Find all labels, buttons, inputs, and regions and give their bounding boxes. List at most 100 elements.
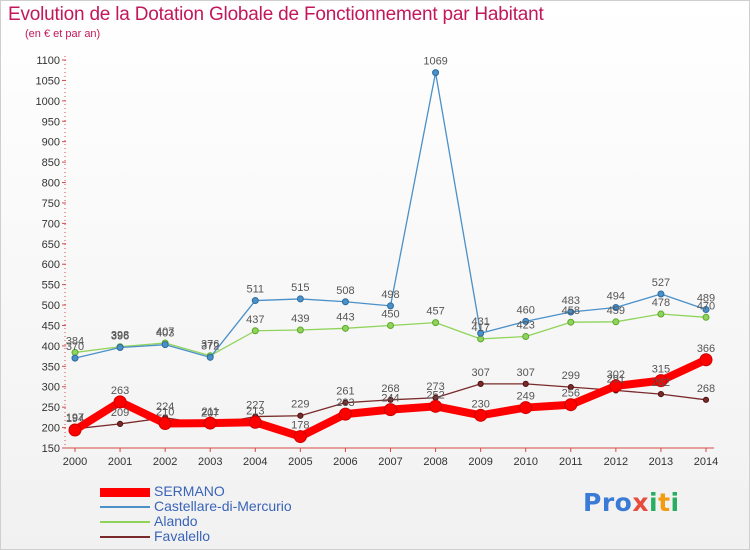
data-point-castellare — [71, 354, 79, 362]
legend-swatch-sermano — [100, 488, 150, 497]
data-label-favalello: 207 — [201, 408, 219, 420]
data-label-castellare: 511 — [247, 284, 265, 296]
data-point-sermano — [654, 374, 668, 388]
x-tick-label: 2000 — [63, 456, 87, 468]
data-label-favalello: 227 — [246, 400, 264, 412]
data-label-castellare: 508 — [336, 285, 354, 297]
data-label-sermano: 213 — [246, 405, 264, 417]
x-tick-label: 2010 — [513, 456, 537, 468]
data-label-alando: 439 — [291, 313, 309, 325]
data-point-sermano — [384, 403, 397, 417]
data-point-castellare — [702, 306, 710, 314]
data-point-castellare — [206, 353, 214, 361]
data-point-favalello — [702, 396, 710, 403]
data-point-sermano — [113, 395, 127, 409]
data-point-alando — [432, 319, 440, 327]
data-point-sermano — [338, 407, 352, 421]
chart-subtitle: (en € et par an) — [25, 28, 101, 40]
x-tick-label: 2008 — [423, 456, 447, 468]
data-label-alando: 376 — [201, 339, 219, 351]
data-point-castellare — [432, 69, 440, 77]
x-tick-label: 2007 — [378, 456, 402, 468]
data-label-alando: 459 — [607, 305, 625, 317]
data-label-alando: 470 — [697, 300, 715, 312]
data-label-alando: 443 — [336, 311, 354, 323]
data-point-alando — [612, 318, 620, 326]
data-label-favalello: 299 — [562, 370, 580, 382]
data-point-favalello — [297, 412, 304, 419]
x-tick-label: 2009 — [468, 456, 492, 468]
legend-label-sermano: SERMANO — [154, 483, 225, 499]
data-point-castellare — [477, 329, 485, 337]
legend-item-favalello[interactable]: Favalello — [100, 528, 360, 545]
data-point-alando — [657, 310, 665, 318]
data-point-favalello — [567, 384, 574, 391]
data-point-alando — [567, 318, 575, 326]
legend-swatch-alando — [100, 521, 150, 523]
logo-letter: o — [614, 488, 633, 517]
data-label-castellare: 396 — [111, 331, 129, 343]
data-label-castellare: 370 — [66, 341, 84, 353]
logo-letter: i — [670, 488, 680, 517]
legend-item-alando[interactable]: Alando — [100, 513, 360, 530]
data-point-alando — [477, 335, 485, 343]
data-label-castellare: 483 — [562, 295, 580, 307]
data-point-castellare — [657, 290, 665, 298]
data-point-castellare — [161, 341, 169, 349]
data-point-sermano — [519, 401, 533, 415]
data-point-alando — [251, 327, 259, 335]
data-label-alando: 407 — [156, 326, 174, 338]
y-tick-label: 650 — [42, 239, 60, 251]
x-tick-label: 2001 — [108, 456, 132, 468]
data-point-sermano — [203, 416, 217, 430]
data-label-favalello: 268 — [697, 383, 715, 395]
data-label-castellare: 527 — [652, 277, 670, 289]
data-label-favalello: 307 — [517, 367, 535, 379]
data-label-sermano: 233 — [336, 397, 354, 409]
legend-item-castellare[interactable]: Castellare-di-Mercurio — [100, 498, 360, 515]
data-label-castellare: 431 — [471, 316, 489, 328]
legend-label-favalello: Favalello — [154, 528, 211, 544]
y-tick-label: 600 — [42, 259, 60, 271]
data-point-favalello — [657, 390, 665, 398]
x-tick-label: 2005 — [288, 456, 312, 468]
y-tick-label: 450 — [42, 320, 60, 332]
legend-item-sermano[interactable]: SERMANO — [100, 483, 360, 500]
data-label-favalello: 224 — [156, 401, 174, 413]
data-point-sermano — [609, 379, 623, 393]
x-tick-label: 2002 — [153, 456, 177, 468]
data-label-favalello: 282 — [652, 377, 670, 389]
data-label-sermano: 252 — [426, 389, 444, 401]
data-label-favalello: 307 — [471, 367, 489, 379]
x-tick-label: 2004 — [243, 456, 267, 468]
y-tick-label: 1000 — [36, 96, 60, 108]
data-label-alando: 437 — [246, 314, 264, 326]
data-point-castellare — [387, 302, 394, 310]
data-point-sermano — [248, 415, 262, 429]
legend-label-castellare: Castellare-di-Mercurio — [154, 498, 292, 514]
data-label-favalello: 291 — [607, 373, 625, 385]
data-point-alando — [387, 321, 394, 329]
data-point-favalello — [387, 396, 394, 403]
data-label-alando: 457 — [426, 306, 444, 318]
data-point-sermano — [68, 423, 82, 437]
x-tick-label: 2013 — [649, 456, 673, 468]
data-point-sermano — [699, 353, 713, 367]
data-label-sermano: 210 — [156, 406, 174, 418]
data-label-favalello: 197 — [66, 412, 84, 424]
x-tick-label: 2012 — [604, 456, 628, 468]
data-label-alando: 417 — [471, 322, 489, 334]
data-label-castellare: 403 — [156, 328, 174, 340]
x-tick-label: 2003 — [198, 456, 222, 468]
data-point-alando — [522, 333, 530, 341]
y-tick-label: 350 — [42, 361, 60, 373]
data-point-sermano — [293, 430, 307, 444]
data-label-castellare: 515 — [291, 282, 309, 294]
data-point-castellare — [522, 317, 530, 325]
data-label-sermano: 256 — [562, 388, 580, 400]
data-point-sermano — [564, 398, 578, 412]
data-label-favalello: 268 — [381, 383, 399, 395]
legend-swatch-favalello — [100, 536, 150, 538]
data-label-alando: 398 — [111, 330, 129, 342]
